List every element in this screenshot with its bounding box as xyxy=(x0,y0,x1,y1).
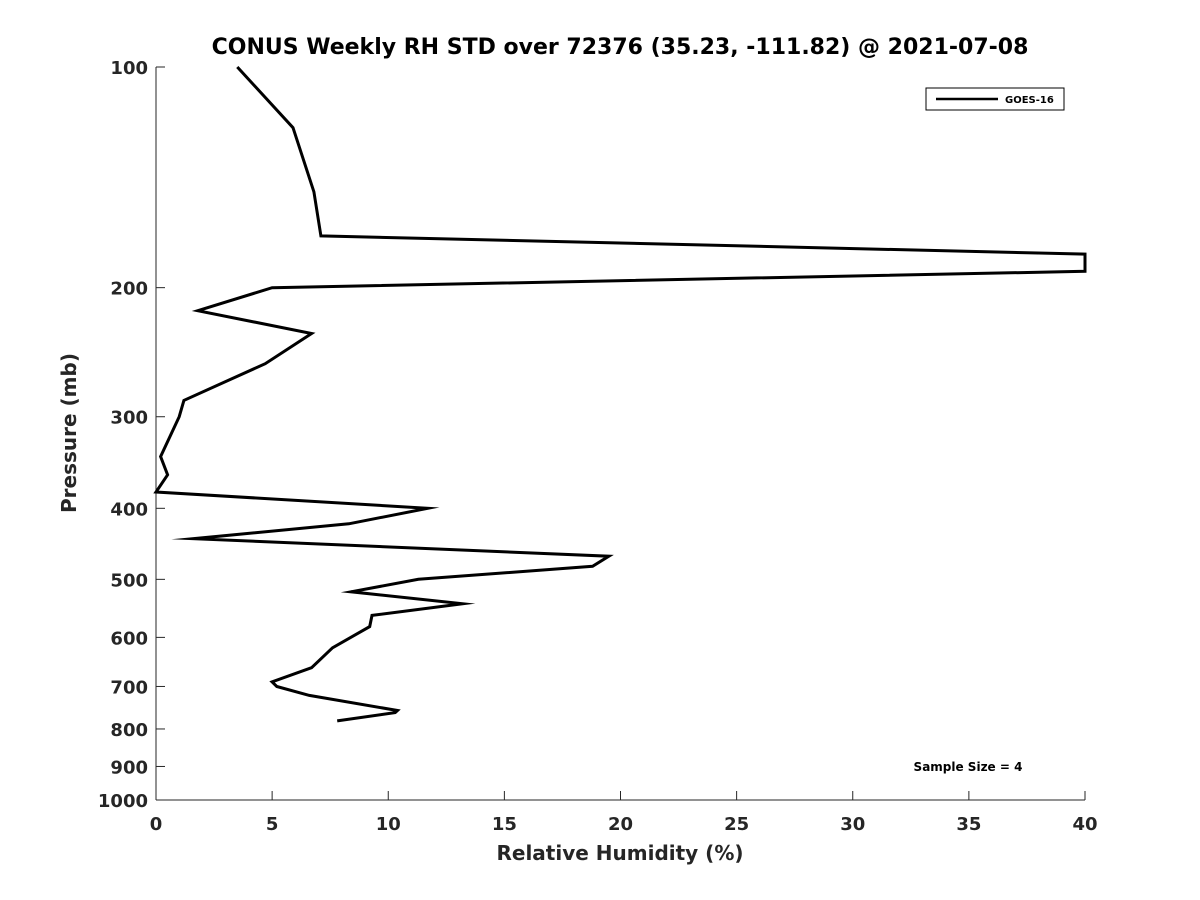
x-tick-label: 0 xyxy=(150,814,163,835)
series-group xyxy=(153,65,1087,723)
x-axis-ticks: 0 5 10 15 20 25 30 35 40 xyxy=(150,791,1098,835)
x-tick-label: 15 xyxy=(492,814,517,835)
x-tick-label: 25 xyxy=(724,814,749,835)
x-axis-title: Relative Humidity (%) xyxy=(496,841,743,865)
chart-title: CONUS Weekly RH STD over 72376 (35.23, -… xyxy=(212,35,1029,60)
x-tick-label: 5 xyxy=(266,814,279,835)
y-tick-label: 400 xyxy=(110,499,148,520)
y-tick-label: 1000 xyxy=(98,791,148,812)
x-tick-label: 30 xyxy=(840,814,865,835)
y-tick-label: 700 xyxy=(110,677,148,698)
series-line-goes-16 xyxy=(153,65,1087,723)
y-tick-label: 600 xyxy=(110,628,148,649)
x-tick-label: 20 xyxy=(608,814,633,835)
y-tick-label: 100 xyxy=(110,58,148,79)
y-axis-ticks: 100 200 300 400 500 600 700 800 900 1000 xyxy=(98,58,165,812)
x-tick-label: 10 xyxy=(376,814,401,835)
y-tick-label: 300 xyxy=(110,408,148,429)
legend: GOES-16 xyxy=(925,87,1065,111)
y-tick-label: 900 xyxy=(110,757,148,778)
x-tick-label: 40 xyxy=(1072,814,1097,835)
y-tick-label: 200 xyxy=(110,279,148,300)
x-tick-label: 35 xyxy=(956,814,981,835)
y-tick-label: 800 xyxy=(110,720,148,741)
y-axis-title: Pressure (mb) xyxy=(57,353,81,513)
legend-label-goes-16: GOES-16 xyxy=(1005,95,1054,106)
y-tick-label: 500 xyxy=(110,570,148,591)
sample-size-annotation: Sample Size = 4 xyxy=(914,760,1023,774)
